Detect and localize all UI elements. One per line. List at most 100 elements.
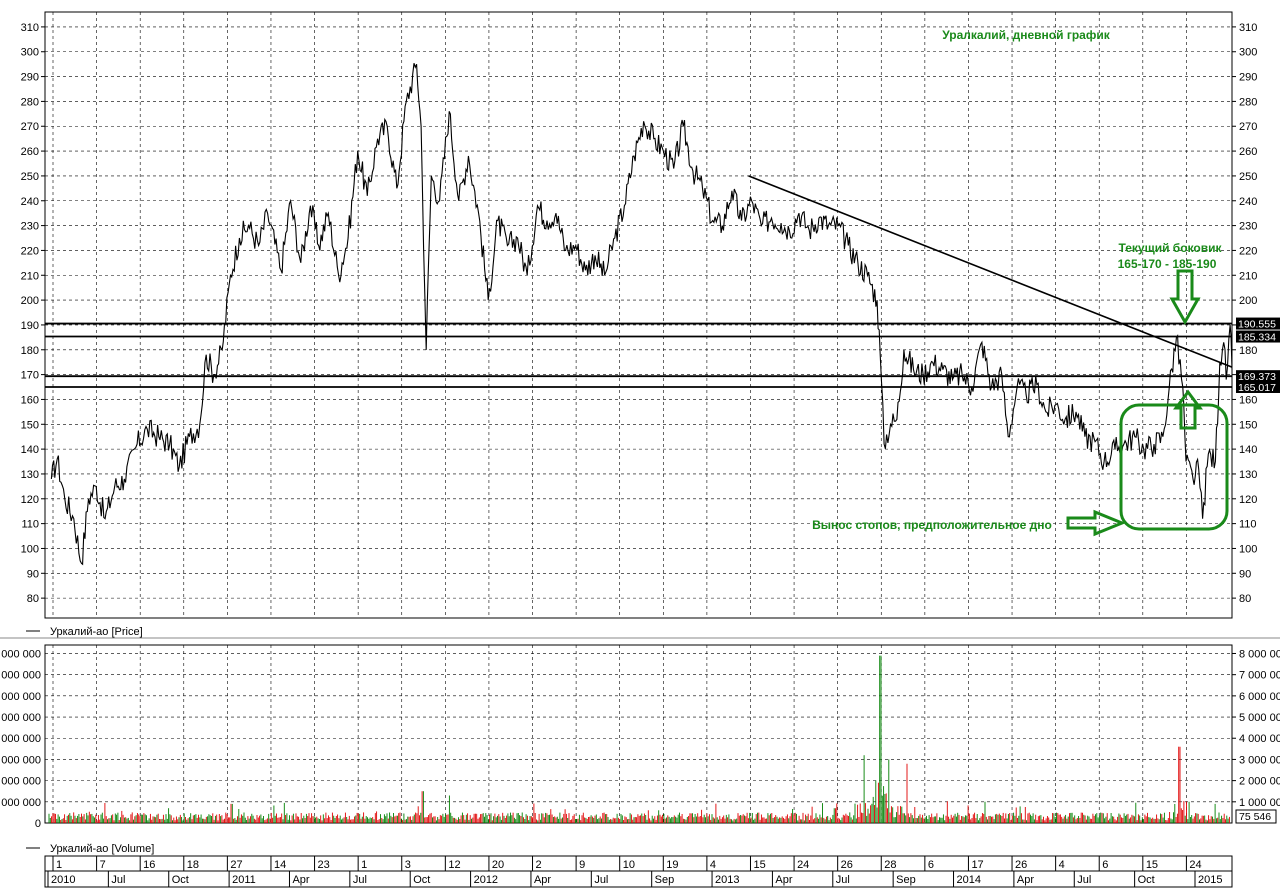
price-tick-label-left: 300 (21, 47, 39, 59)
time-label-bottom: Jul (594, 874, 608, 886)
time-label-top: 7 (100, 859, 106, 871)
price-axis-right: 8090100110120130140150160170180190200210… (1232, 22, 1257, 605)
volume-tick-label-left: 000 000 (1, 648, 41, 660)
time-label-bottom: Jul (353, 874, 367, 886)
volume-tick-label-right: 2 000 000 (1239, 776, 1280, 788)
price-tick-label-right: 310 (1239, 22, 1257, 34)
price-tick-label-right: 90 (1239, 568, 1251, 580)
volume-bars (48, 655, 1230, 823)
time-label-bottom: Jul (111, 874, 125, 886)
price-tick-label-right: 150 (1239, 419, 1257, 431)
volume-tick-label-left: 000 000 (1, 797, 41, 809)
time-label-bottom: Apr (1017, 874, 1034, 886)
price-tick-label-left: 210 (21, 270, 39, 282)
price-tick-label-left: 250 (21, 171, 39, 183)
price-tick-label-left: 130 (21, 469, 39, 481)
price-tick-label-left: 310 (21, 22, 39, 34)
time-axis-top: 1 7 16 18 27 14 23 1 3 12 20 2 9 10 19 4 15 24 26 28 6 17 26 4 6… (52, 856, 1202, 871)
time-label-top: 10 (623, 859, 635, 871)
price-tick-label-right: 140 (1239, 444, 1257, 456)
volume-tick-label-left: 000 000 (1, 670, 41, 682)
price-panel-frame (44, 11, 1233, 619)
volume-tick-label-left: 0 (35, 818, 41, 830)
time-label-top: 23 (318, 859, 330, 871)
price-tick-label-right: 290 (1239, 72, 1257, 84)
time-label-top: 1 (56, 859, 62, 871)
price-tick-label-left: 290 (21, 72, 39, 84)
volume-tick-label-right: 8 000 000 (1239, 648, 1280, 660)
price-tick-label-left: 240 (21, 196, 39, 208)
horizontal-levels (45, 322, 1232, 388)
time-label-bottom: Jul (836, 874, 850, 886)
price-tick-label-right: 180 (1239, 345, 1257, 357)
time-label-bottom: Sep (896, 874, 916, 886)
time-label-top: 9 (579, 859, 585, 871)
price-tick-label-right: 130 (1239, 469, 1257, 481)
time-label-bottom: Apr (775, 874, 792, 886)
price-tick-label-right: 270 (1239, 121, 1257, 133)
volume-tick-label-right: 4 000 000 (1239, 733, 1280, 745)
time-label-top: 4 (1059, 859, 1065, 871)
price-tick-label-right: 200 (1239, 295, 1257, 307)
time-label-top: 26 (1015, 859, 1027, 871)
volume-tick-label-left: 000 000 (1, 776, 41, 788)
arrow-down-annotation (1169, 269, 1201, 326)
price-line (50, 63, 1233, 566)
time-label-bottom: Oct (172, 874, 189, 886)
time-label-top: 15 (753, 859, 765, 871)
time-label-top: 24 (797, 859, 809, 871)
price-level-label: 165.017 (1238, 382, 1276, 394)
price-tick-label-right: 280 (1239, 96, 1257, 108)
time-label-top: 14 (274, 859, 286, 871)
volume-tick-label-right: 7 000 000 (1239, 670, 1280, 682)
price-grid (45, 12, 1232, 618)
time-label-bottom: Oct (413, 874, 430, 886)
price-tick-label-left: 180 (21, 345, 39, 357)
time-label-bottom: 2012 (474, 874, 498, 886)
arrow-up-annotation (1173, 389, 1203, 430)
price-tick-label-right: 80 (1239, 593, 1251, 605)
time-label-bottom: Apr (534, 874, 551, 886)
volume-tick-label-right: 1 000 000 (1239, 797, 1280, 809)
sideways-title: Текущий боковик (1119, 241, 1223, 255)
arrow-right-annotation (1066, 509, 1126, 537)
volume-tick-label-right: 6 000 000 (1239, 691, 1280, 703)
price-tick-label-right: 300 (1239, 47, 1257, 59)
price-tick-label-right: 100 (1239, 543, 1257, 555)
time-label-top: 16 (143, 859, 155, 871)
volume-last-box (1235, 809, 1277, 824)
trendline (748, 175, 1233, 368)
time-label-top: 12 (448, 859, 460, 871)
price-series (50, 63, 1233, 566)
time-label-top: 6 (928, 859, 934, 871)
price-tick-label-left: 100 (21, 543, 39, 555)
time-label-bottom: 2011 (232, 874, 256, 886)
price-level-label: 190.555 (1238, 319, 1276, 331)
price-tick-label-left: 90 (27, 568, 39, 580)
time-label-bottom: 2013 (715, 874, 739, 886)
price-tick-label-left: 170 (21, 370, 39, 382)
price-tick-label-left: 220 (21, 245, 39, 257)
time-label-bottom: Jul (1077, 874, 1091, 886)
price-tick-label-left: 270 (21, 121, 39, 133)
price-tick-label-left: 200 (21, 295, 39, 307)
price-tick-label-left: 160 (21, 394, 39, 406)
time-label-top: 20 (492, 859, 504, 871)
time-label-top: 26 (841, 859, 853, 871)
time-label-top: 1 (361, 859, 367, 871)
price-level-label: 185.334 (1238, 332, 1276, 344)
time-label-top: 17 (971, 859, 983, 871)
price-level-box (1236, 380, 1280, 393)
time-label-bottom: 2015 (1198, 874, 1222, 886)
price-tick-label-right: 240 (1239, 196, 1257, 208)
volume-tick-label-left: 000 000 (1, 712, 41, 724)
price-tick-label-left: 190 (21, 320, 39, 332)
volume-last-value: 75 546 (1235, 809, 1277, 824)
price-level-box (1236, 317, 1280, 330)
volume-tick-label-left: 000 000 (1, 754, 41, 766)
price-level-box (1236, 330, 1280, 343)
volume-tick-label-left: 000 000 (1, 733, 41, 745)
volume-axis-right: 8 000 000 7 000 000 6 000 000 5 000 000 4 00… (1232, 648, 1280, 809)
